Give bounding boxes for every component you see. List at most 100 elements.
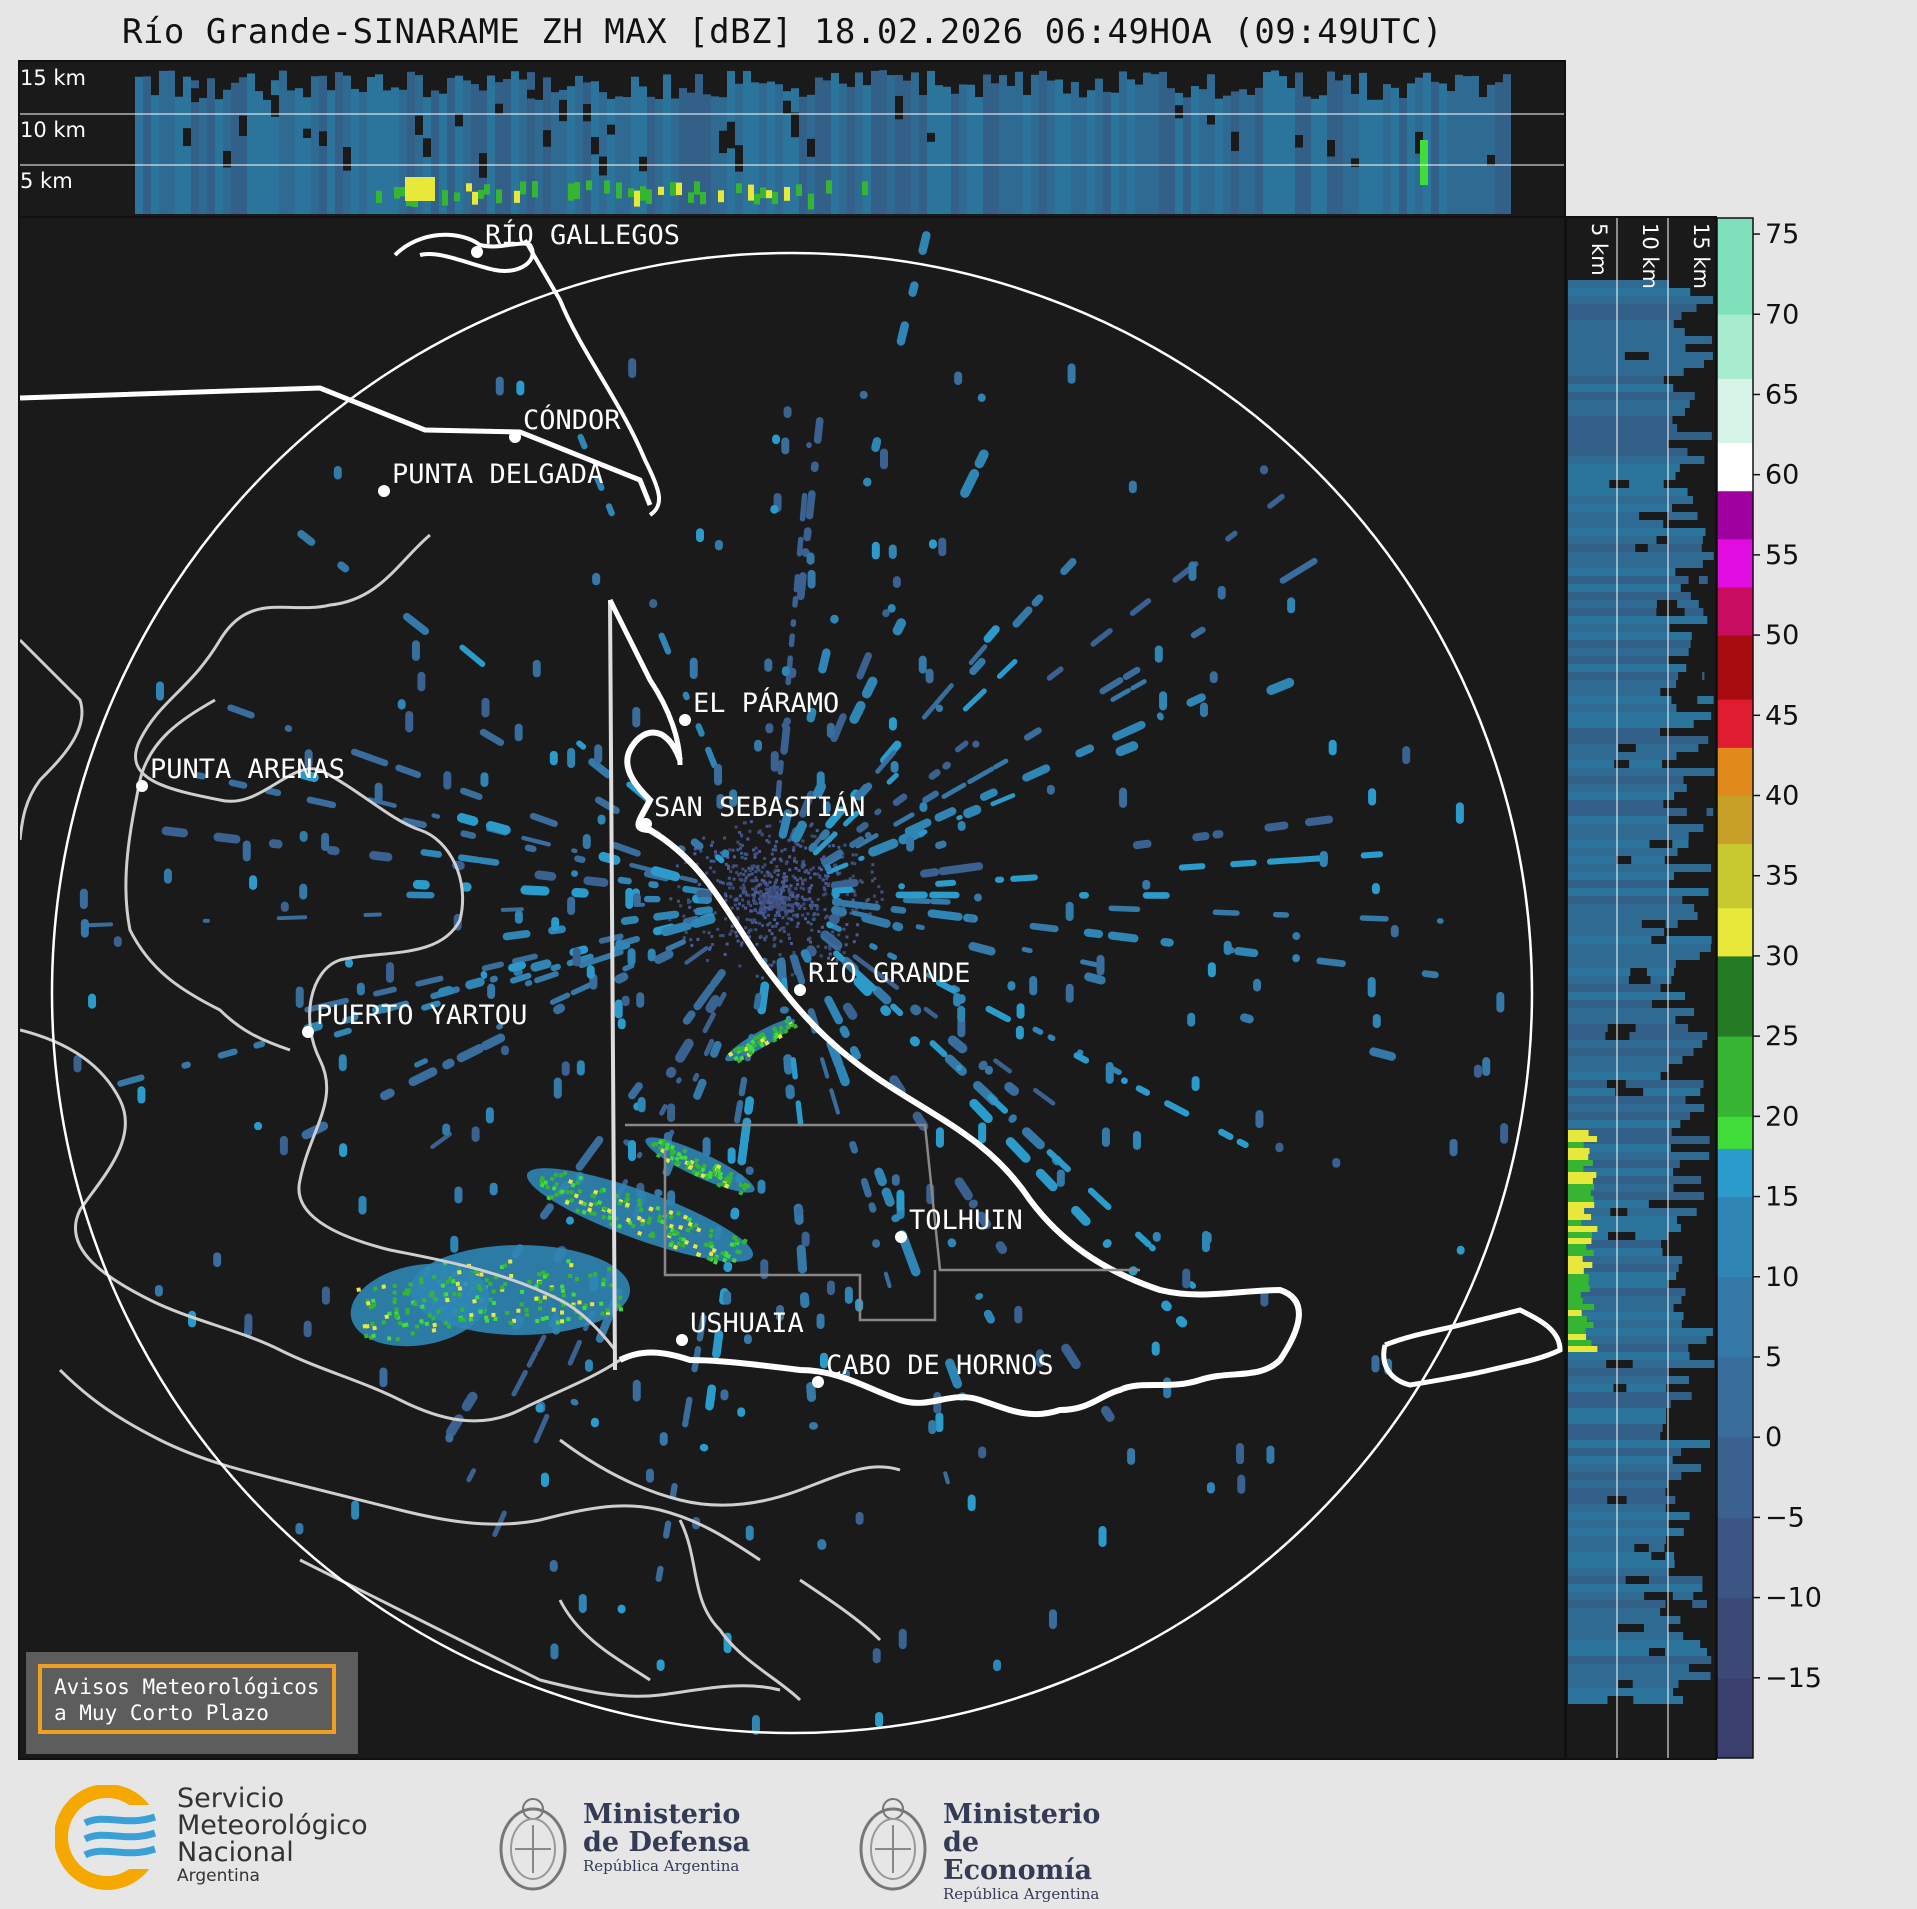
top-echo-gap [343, 147, 351, 171]
precip-pixel [669, 1144, 676, 1150]
precip-pixel [370, 1298, 376, 1304]
precip-pixel [582, 1305, 587, 1310]
echo-dot [727, 1147, 736, 1164]
border-layer [20, 232, 1563, 1418]
top-echo-column [535, 99, 543, 214]
top-echo-column [1311, 98, 1319, 214]
colorbar-segment [1717, 1196, 1753, 1278]
precip-pixel [508, 1320, 513, 1325]
echo-pixel [768, 880, 772, 884]
side-echo-row [1568, 768, 1715, 776]
echo-dot [1105, 1062, 1114, 1084]
echo-pixel [749, 904, 753, 908]
precip-pixel [664, 1145, 670, 1152]
echo-pixel [804, 917, 808, 921]
precip-pixel [602, 1205, 608, 1212]
top-precip-pixel [676, 182, 682, 196]
top-echo-column [1343, 74, 1351, 214]
echo-pixel [731, 848, 735, 852]
echo-pixel [812, 913, 816, 917]
echo-pixel [767, 834, 771, 838]
top-echo-gap [1327, 140, 1335, 157]
colorbar-segment [1717, 1356, 1753, 1438]
echo-dot [637, 1097, 646, 1113]
side-echo-gap [1618, 1680, 1633, 1688]
echo-pixel [723, 892, 727, 896]
echo-streak [979, 788, 998, 801]
echo-streak [994, 876, 1005, 883]
echo-pixel [762, 881, 766, 885]
echo-streak [903, 1246, 921, 1277]
echo-streak [326, 846, 340, 856]
side-echo-row [1568, 976, 1672, 984]
echo-pixel [710, 843, 714, 847]
echo-streak [442, 1058, 455, 1070]
side-echo-row [1568, 1160, 1680, 1168]
echo-streak [929, 891, 960, 899]
echo-dot [594, 744, 603, 764]
side-echo-row [1568, 608, 1704, 616]
echo-streak [1234, 947, 1259, 958]
echo-pixel [788, 868, 792, 872]
precip-pixel [625, 1217, 631, 1223]
echo-streak [943, 1471, 950, 1485]
side-echo-row [1568, 464, 1680, 472]
echo-streak [1046, 666, 1064, 681]
top-echo-column [1207, 74, 1215, 214]
echo-pixel [761, 892, 765, 896]
top-echo-column [975, 97, 983, 214]
echo-dot [572, 947, 581, 967]
echo-streak [705, 746, 718, 769]
echo-pixel [828, 952, 832, 956]
echo-streak [1022, 764, 1051, 782]
echo-dot [967, 1494, 976, 1512]
colorbar [1716, 217, 1754, 1759]
echo-streak [842, 1002, 858, 1020]
precip-pixel [616, 1223, 623, 1229]
echo-pixel [771, 898, 775, 902]
precip-pixel [591, 1211, 598, 1217]
echo-dot [871, 541, 880, 560]
echo-streak [1142, 892, 1170, 899]
precip-pixel [581, 1209, 587, 1215]
echo-pixel [744, 890, 748, 894]
echo-streak [414, 1058, 428, 1068]
echo-pixel [789, 884, 793, 888]
echo-pixel [753, 890, 757, 894]
side-echo-gap [1606, 1360, 1633, 1368]
colorbar-segment [1717, 538, 1753, 588]
colorbar-segment [1717, 795, 1753, 845]
echo-dot [957, 1017, 966, 1038]
echo-pixel [775, 865, 779, 869]
echo-streak [806, 1381, 817, 1402]
echo-pixel [741, 891, 745, 895]
echo-streak [972, 740, 980, 748]
precip-pixel [736, 1058, 742, 1064]
echo-pixel [773, 892, 777, 896]
side-echo-row [1568, 680, 1677, 688]
echo-dot [489, 1182, 498, 1196]
precip-pixel [582, 1201, 588, 1207]
precip-pixel [419, 1319, 424, 1324]
precip-pixel [672, 1244, 678, 1250]
precip-pixel [505, 1310, 510, 1315]
echo-dot [1159, 691, 1168, 711]
precip-pixel [527, 1279, 532, 1284]
echo-pixel [759, 935, 763, 939]
top-echo-column [135, 76, 143, 215]
echo-streak [1073, 1052, 1090, 1064]
echo-dot [154, 1285, 163, 1297]
precip-pixel [598, 1188, 604, 1194]
echo-pixel [758, 921, 762, 925]
echo-pixel [767, 888, 771, 892]
echo-pixel [748, 935, 752, 939]
top-echo-gap [223, 150, 231, 168]
top-echo-column [1087, 90, 1095, 214]
echo-streak [975, 1293, 984, 1300]
echo-pixel [774, 895, 778, 899]
precip-pixel [499, 1285, 504, 1290]
echo-pixel [739, 943, 743, 947]
echo-pixel [775, 898, 779, 902]
echo-streak [1129, 598, 1152, 616]
echo-pixel [843, 843, 847, 847]
